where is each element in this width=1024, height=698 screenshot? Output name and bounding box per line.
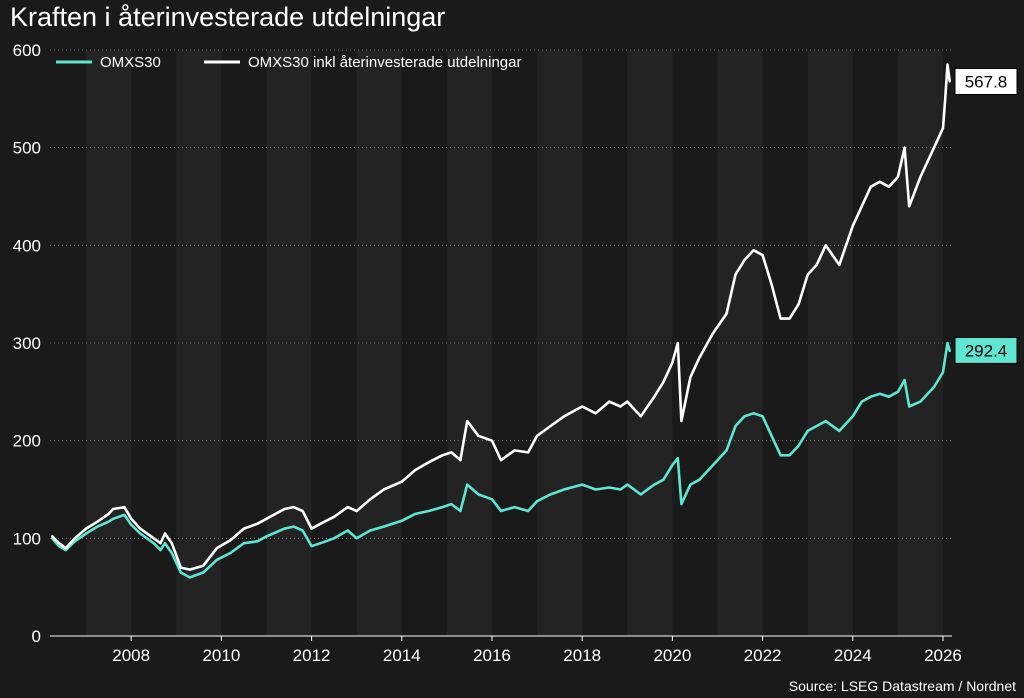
x-tick-label: 2012: [293, 646, 331, 665]
y-tick-label: 0: [32, 627, 41, 646]
year-band-2018: [537, 50, 583, 636]
x-tick-label: 2016: [473, 646, 511, 665]
year-band-2012: [266, 50, 312, 636]
y-axis-ticks: 0 100 200 300 400 500 600: [13, 41, 41, 646]
series-line-total-return: [50, 63, 952, 571]
y-tick-label: 500: [13, 139, 41, 158]
x-tick-label: 2018: [563, 646, 601, 665]
y-tick-label: 300: [13, 334, 41, 353]
chart-title: Kraften i återinvesterade utdelningar: [10, 2, 445, 32]
series-lines: [50, 63, 952, 579]
year-band-2014: [356, 50, 402, 636]
x-tick-label: 2020: [653, 646, 691, 665]
year-band-2022: [717, 50, 763, 636]
x-axis-ticks: 2008 2010 2012 2014 2016 2018 2020 2022 2024 2026: [112, 636, 962, 665]
x-tick-label: 2010: [202, 646, 240, 665]
x-tick-label: 2026: [924, 646, 962, 665]
year-band-2008: [86, 50, 132, 636]
end-label-box-total-return: [954, 67, 1018, 95]
x-tick-label: 2008: [112, 646, 150, 665]
y-tick-label: 200: [13, 432, 41, 451]
y-tick-label: 400: [13, 236, 41, 255]
end-labels: 292.4 567.8: [954, 67, 1018, 364]
y-tick-label: 600: [13, 41, 41, 60]
series-line-omxs30: [50, 341, 952, 579]
x-tick-label: 2024: [834, 646, 872, 665]
source-note: Source: LSEG Datastream / Nordnet: [789, 678, 1016, 694]
end-label-total-return: 567.8: [965, 72, 1008, 91]
x-tick-label: 2014: [383, 646, 421, 665]
end-label-box-omxs30: [954, 336, 1018, 364]
year-band-2016: [446, 50, 492, 636]
end-label-omxs30: 292.4: [965, 341, 1008, 360]
y-tick-label: 100: [13, 529, 41, 548]
legend: OMXS30 OMXS30 inkl återinvesterade utdel…: [56, 54, 522, 71]
year-band-2026: [897, 50, 943, 636]
x-tick-label: 2022: [744, 646, 782, 665]
legend-label-omxs30: OMXS30: [100, 54, 161, 71]
legend-label-total: OMXS30 inkl återinvesterade utdelningar: [248, 54, 522, 71]
